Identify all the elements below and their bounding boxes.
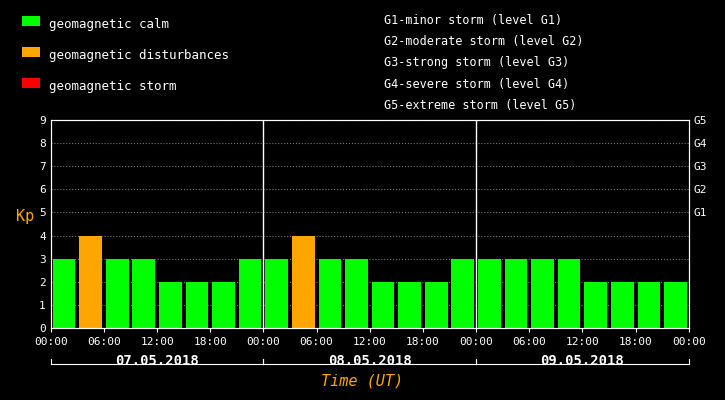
Bar [53,259,75,328]
Bar [637,282,660,328]
Bar [292,236,315,328]
Text: Time (UT): Time (UT) [321,373,404,388]
Text: geomagnetic calm: geomagnetic calm [49,18,170,32]
Bar [265,259,288,328]
Text: 07.05.2018: 07.05.2018 [115,354,199,368]
Bar [318,259,341,328]
Bar [212,282,235,328]
Bar [345,259,368,328]
Bar [505,259,527,328]
Bar [452,259,474,328]
Y-axis label: Kp: Kp [16,209,34,224]
Bar [79,236,102,328]
Text: 09.05.2018: 09.05.2018 [541,354,624,368]
Bar [133,259,155,328]
Bar [478,259,501,328]
Text: G2-moderate storm (level G2): G2-moderate storm (level G2) [384,35,584,48]
Bar [239,259,262,328]
Bar [372,282,394,328]
Bar [611,282,634,328]
Text: 08.05.2018: 08.05.2018 [328,354,412,368]
Bar [425,282,447,328]
Bar [186,282,208,328]
Bar [159,282,182,328]
Text: G5-extreme storm (level G5): G5-extreme storm (level G5) [384,99,576,112]
Bar [531,259,554,328]
Text: geomagnetic disturbances: geomagnetic disturbances [49,49,229,62]
Bar [664,282,687,328]
Bar [106,259,128,328]
Text: geomagnetic storm: geomagnetic storm [49,80,177,93]
Bar [398,282,421,328]
Bar [558,259,581,328]
Text: G3-strong storm (level G3): G3-strong storm (level G3) [384,56,570,70]
Text: G4-severe storm (level G4): G4-severe storm (level G4) [384,78,570,91]
Bar [584,282,607,328]
Text: G1-minor storm (level G1): G1-minor storm (level G1) [384,14,563,27]
